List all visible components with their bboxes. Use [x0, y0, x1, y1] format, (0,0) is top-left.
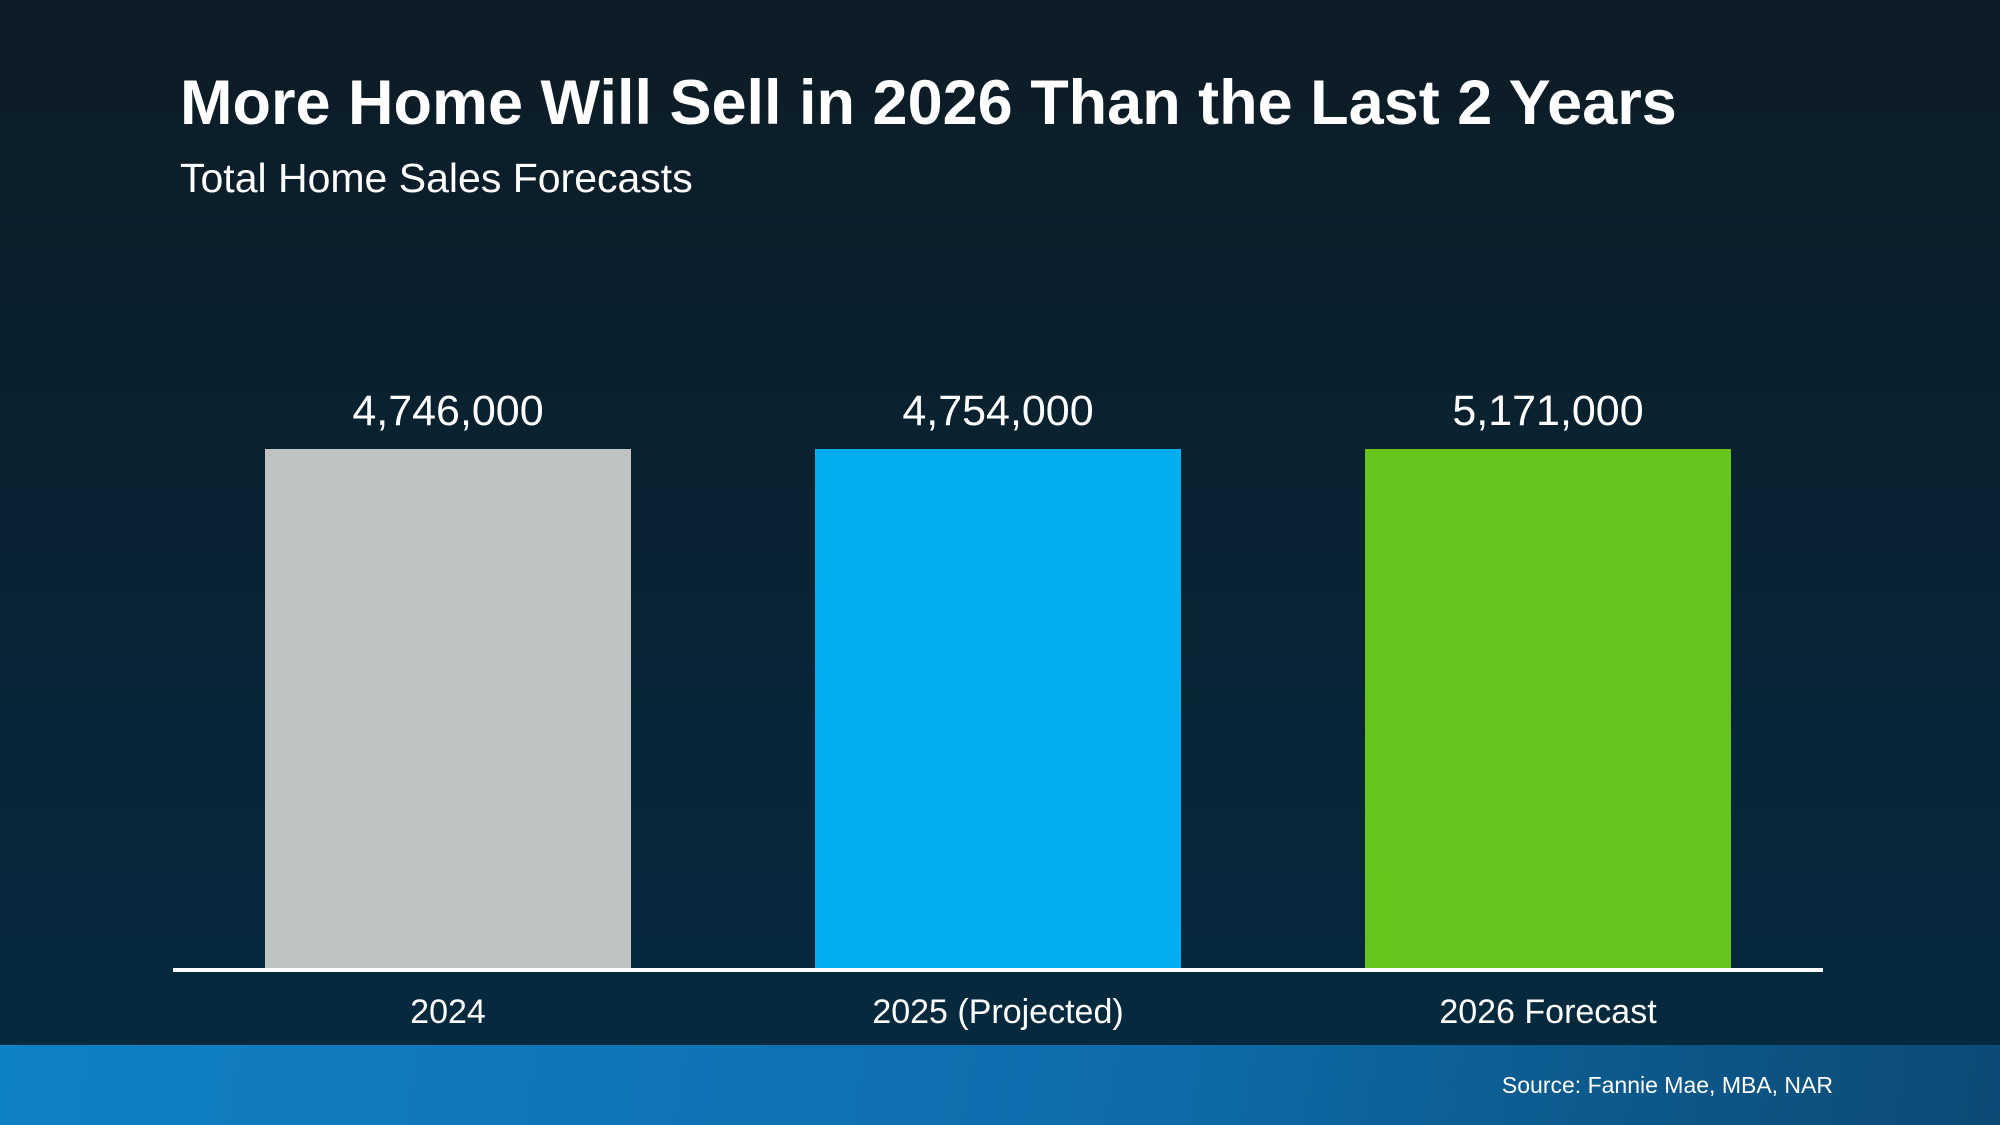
chart-title: More Home Will Sell in 2026 Than the Las…: [180, 68, 1677, 138]
footer-bar: Source: Fannie Mae, MBA, NAR: [0, 1045, 2000, 1125]
bar-2024: [265, 449, 631, 968]
source-text: Source: Fannie Mae, MBA, NAR: [1501, 1072, 1833, 1098]
bar-value-label: 4,754,000: [902, 387, 1094, 435]
bar-2026 Forecast: [1365, 449, 1731, 968]
bar-group-2025 (Projected): 4,754,000: [723, 387, 1273, 968]
x-axis-line: [173, 968, 1823, 972]
bar-chart: 4,746,000 4,754,000 5,171,000 2024 2025 (Pr…: [173, 0, 1823, 1125]
bar-group-2026 Forecast: 5,171,000: [1273, 387, 1823, 968]
bar-group-2024: 4,746,000: [173, 387, 723, 968]
category-axis: 2024 2025 (Projected) 2026 Forecast: [173, 992, 1823, 1032]
chart-subtitle: Total Home Sales Forecasts: [180, 155, 693, 201]
category-label-2025 (Projected): 2025 (Projected): [872, 993, 1124, 1031]
bar-value-label: 5,171,000: [1452, 387, 1644, 435]
bar-value-label: 4,746,000: [352, 387, 544, 435]
category-label-2026 Forecast: 2026 Forecast: [1439, 993, 1657, 1031]
plot-area: 4,746,000 4,754,000 5,171,000: [173, 387, 1823, 968]
bar-2025 (Projected): [815, 449, 1181, 968]
category-label-2024: 2024: [410, 993, 486, 1031]
